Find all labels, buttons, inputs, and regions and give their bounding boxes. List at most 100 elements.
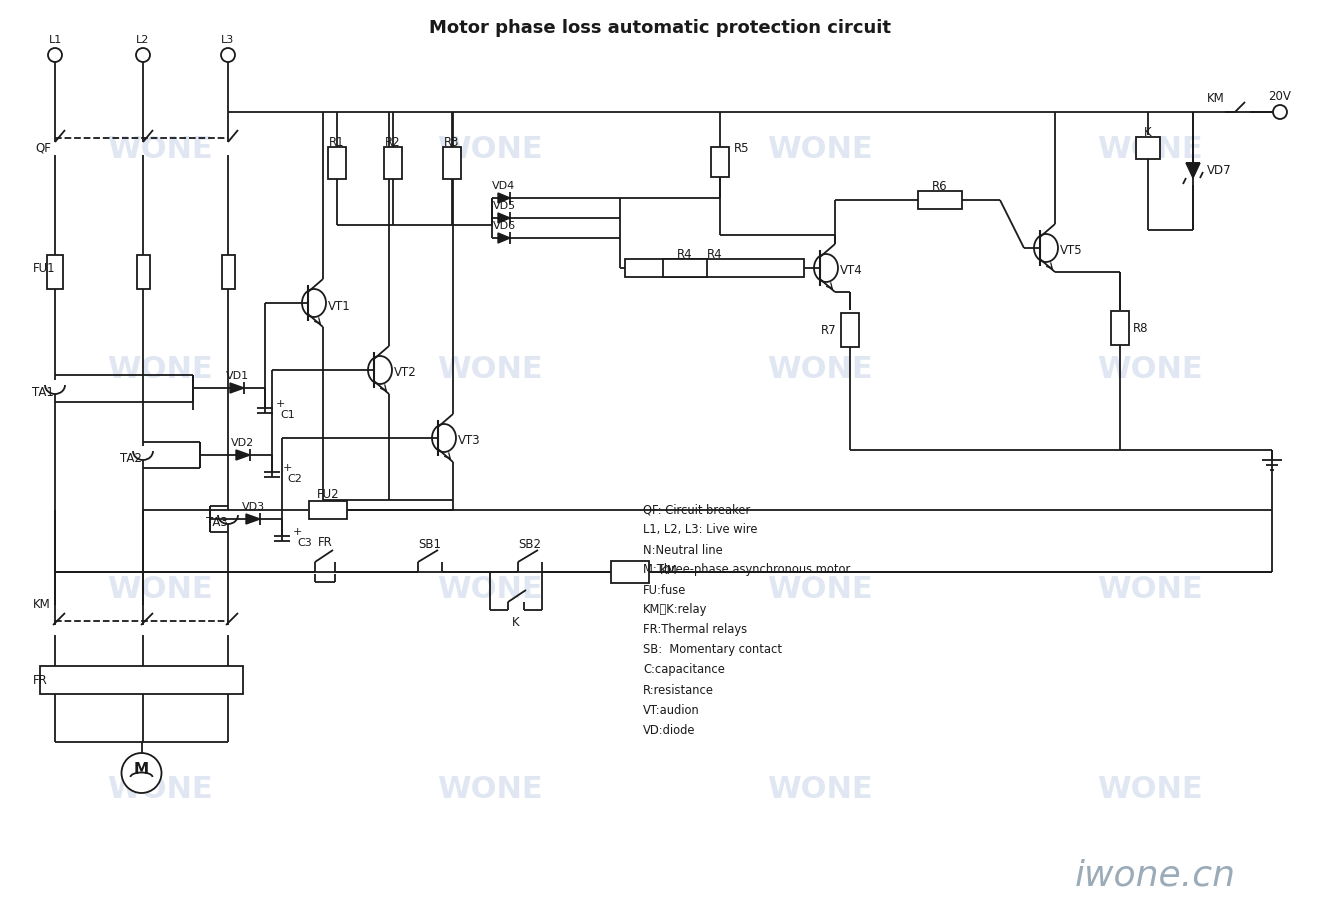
Text: Motor phase loss automatic protection circuit: Motor phase loss automatic protection ci… xyxy=(429,19,890,37)
Text: WONE: WONE xyxy=(437,356,542,385)
Text: WONE: WONE xyxy=(437,576,542,604)
Text: VT1: VT1 xyxy=(328,300,351,313)
Bar xyxy=(1111,311,1129,345)
Text: VD:diode: VD:diode xyxy=(643,724,696,737)
Text: WONE: WONE xyxy=(437,135,542,165)
Text: R4: R4 xyxy=(706,248,722,260)
Text: WONE: WONE xyxy=(767,356,873,385)
Bar xyxy=(136,255,149,289)
Text: VD2: VD2 xyxy=(232,438,254,448)
Text: WONE: WONE xyxy=(1097,356,1203,385)
Text: R5: R5 xyxy=(734,142,750,154)
Text: R3: R3 xyxy=(445,136,460,150)
Text: WONE: WONE xyxy=(1097,576,1203,604)
Text: M: M xyxy=(134,762,149,778)
Bar xyxy=(40,666,243,694)
Text: SB:  Momentary contact: SB: Momentary contact xyxy=(643,643,782,656)
Text: FU:fuse: FU:fuse xyxy=(643,583,687,597)
Text: iwone.cn: iwone.cn xyxy=(1074,858,1236,892)
Text: VD7: VD7 xyxy=(1207,164,1232,176)
Text: WONE: WONE xyxy=(107,356,213,385)
Text: WONE: WONE xyxy=(767,576,873,604)
Text: FR: FR xyxy=(318,536,332,548)
Text: WONE: WONE xyxy=(1097,135,1203,165)
Text: QF: QF xyxy=(34,142,50,154)
Text: FR:Thermal relays: FR:Thermal relays xyxy=(643,623,747,636)
Text: WONE: WONE xyxy=(107,135,213,165)
Circle shape xyxy=(221,48,235,62)
Text: L1, L2, L3: Live wire: L1, L2, L3: Live wire xyxy=(643,524,758,537)
Text: SB2: SB2 xyxy=(519,537,541,550)
Text: C1: C1 xyxy=(280,410,295,420)
Text: R6: R6 xyxy=(933,180,947,194)
Circle shape xyxy=(1273,105,1287,119)
Text: WONE: WONE xyxy=(1097,775,1203,804)
Text: WONE: WONE xyxy=(767,775,873,804)
Bar xyxy=(310,501,347,519)
Polygon shape xyxy=(235,450,250,460)
Text: VT:audion: VT:audion xyxy=(643,704,700,717)
Text: TA2: TA2 xyxy=(120,452,142,464)
Bar xyxy=(663,259,706,277)
Text: R1: R1 xyxy=(329,136,345,150)
Bar xyxy=(221,255,234,289)
Text: R4: R4 xyxy=(677,249,693,261)
Bar xyxy=(710,147,729,177)
Text: M:Three-phase asynchronous motor: M:Three-phase asynchronous motor xyxy=(643,564,851,577)
Text: C2: C2 xyxy=(287,474,302,484)
Circle shape xyxy=(48,48,62,62)
Polygon shape xyxy=(497,213,509,223)
Text: WONE: WONE xyxy=(767,135,873,165)
Text: +: + xyxy=(283,463,292,473)
Text: VT4: VT4 xyxy=(840,264,863,278)
Bar xyxy=(48,255,64,289)
Text: FR: FR xyxy=(33,674,48,686)
Text: WONE: WONE xyxy=(107,775,213,804)
Text: K: K xyxy=(512,615,520,629)
Text: L3: L3 xyxy=(221,35,234,45)
Text: SB1: SB1 xyxy=(418,537,442,550)
Polygon shape xyxy=(230,383,243,393)
Text: R:resistance: R:resistance xyxy=(643,684,714,696)
Bar xyxy=(384,147,402,179)
Text: VT3: VT3 xyxy=(458,434,480,448)
Text: R7: R7 xyxy=(822,324,837,336)
Text: L1: L1 xyxy=(49,35,62,45)
Text: KM: KM xyxy=(660,564,677,577)
Polygon shape xyxy=(246,514,261,524)
Text: WONE: WONE xyxy=(107,576,213,604)
Circle shape xyxy=(136,48,149,62)
Text: N:Neutral line: N:Neutral line xyxy=(643,544,722,557)
Bar xyxy=(624,259,804,277)
Text: QF: Circuit breaker: QF: Circuit breaker xyxy=(643,504,750,516)
Polygon shape xyxy=(1185,163,1200,178)
Text: TA1: TA1 xyxy=(32,386,54,399)
Text: VD3: VD3 xyxy=(241,502,265,512)
Text: R2: R2 xyxy=(385,136,401,150)
Text: +: + xyxy=(292,527,303,537)
Text: VD1: VD1 xyxy=(225,371,249,381)
Text: K: K xyxy=(1144,126,1152,140)
Text: TA3: TA3 xyxy=(206,515,228,528)
Text: KM: KM xyxy=(33,599,50,611)
Text: FU1: FU1 xyxy=(33,261,56,274)
Text: KM、K:relay: KM、K:relay xyxy=(643,603,708,617)
Circle shape xyxy=(122,753,161,793)
Bar xyxy=(1136,137,1160,159)
Bar xyxy=(918,191,962,209)
Text: R8: R8 xyxy=(1132,322,1148,335)
Text: VD6: VD6 xyxy=(492,221,516,231)
Text: VT2: VT2 xyxy=(394,367,417,379)
Polygon shape xyxy=(497,233,509,243)
Bar xyxy=(841,313,859,347)
Text: VD5: VD5 xyxy=(492,201,516,211)
Bar xyxy=(328,147,347,179)
Bar xyxy=(443,147,460,179)
Text: +: + xyxy=(277,399,286,409)
Text: VD4: VD4 xyxy=(492,181,516,191)
Text: C3: C3 xyxy=(296,538,312,548)
Text: L2: L2 xyxy=(136,35,149,45)
Text: C:capacitance: C:capacitance xyxy=(643,664,725,676)
Text: WONE: WONE xyxy=(437,775,542,804)
Text: FU2: FU2 xyxy=(316,488,339,502)
